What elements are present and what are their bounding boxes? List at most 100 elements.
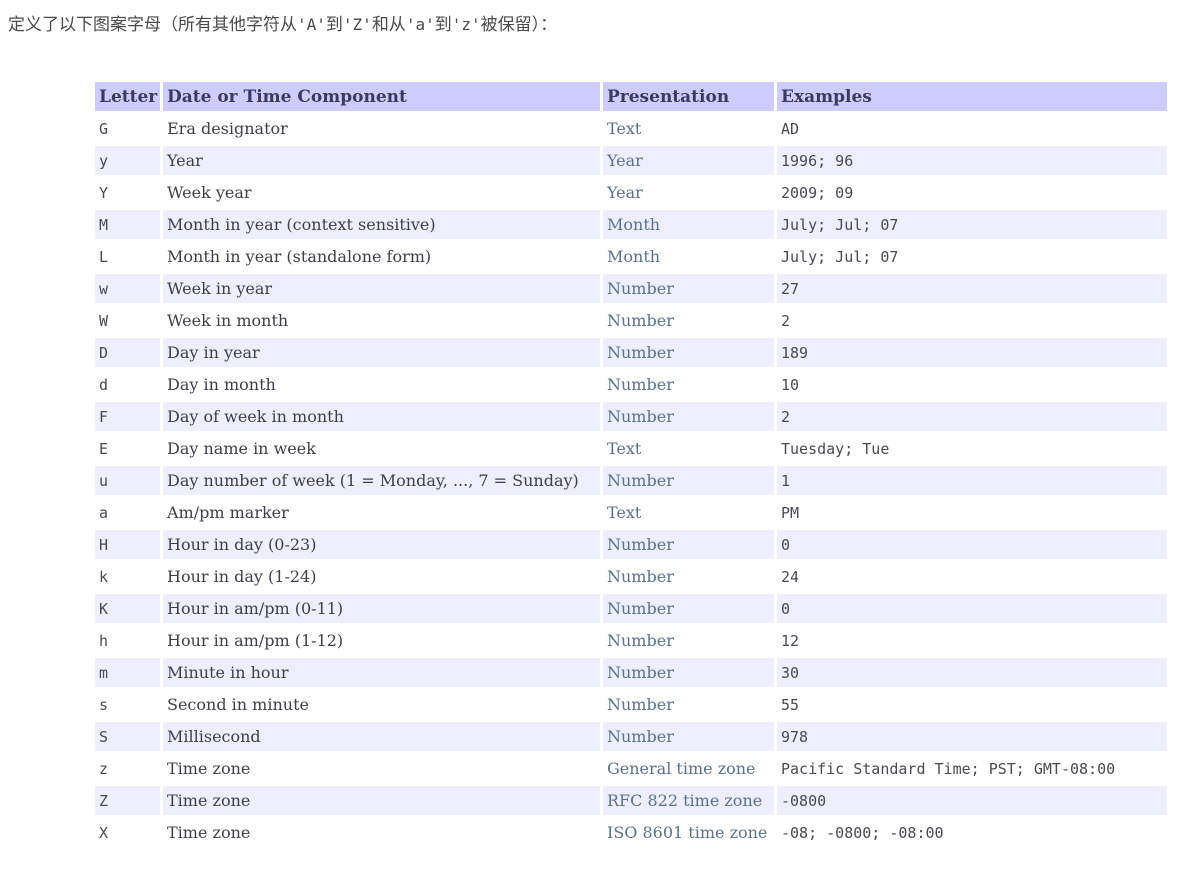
letter-cell: E (99, 439, 109, 458)
table-row: E Day name in week Text Tuesday; Tue (95, 434, 1167, 463)
component-cell: Day in month (167, 375, 276, 394)
examples-cell: Tuesday; Tue (781, 439, 890, 458)
examples-cell: 2 (781, 311, 791, 330)
table-row: y Year Year 1996; 96 (95, 146, 1167, 175)
component-cell: Week in year (163, 274, 600, 303)
component-cell: Era designator (167, 119, 288, 138)
table-row: G Era designator Text AD (95, 114, 1167, 143)
presentation-link[interactable]: Number (607, 567, 674, 586)
presentation-link[interactable]: Number (603, 658, 774, 687)
letter-cell: u (95, 466, 160, 495)
component-cell: Time zone (163, 786, 600, 815)
letter-cell: h (99, 631, 109, 650)
examples-cell: 12 (781, 631, 800, 650)
component-cell: Minute in hour (163, 658, 600, 687)
table-row: m Minute in hour Number 30 (95, 658, 1167, 687)
component-cell: Day of week in month (163, 402, 600, 431)
presentation-link[interactable]: Number (607, 695, 674, 714)
presentation-link[interactable]: Number (603, 594, 774, 623)
presentation-link[interactable]: Number (603, 402, 774, 431)
presentation-link[interactable]: Text (607, 119, 642, 138)
presentation-link[interactable]: Year (603, 146, 774, 175)
letter-cell: L (99, 247, 109, 266)
table-row: F Day of week in month Number 2 (95, 402, 1167, 431)
examples-cell: 978 (777, 722, 1167, 751)
presentation-link[interactable]: Number (607, 311, 674, 330)
table-row: Z Time zone RFC 822 time zone -0800 (95, 786, 1167, 815)
component-cell: Millisecond (163, 722, 600, 751)
header-date-or-time-component: Date or Time Component (163, 82, 600, 111)
component-cell: Hour in day (1-24) (167, 567, 317, 586)
examples-cell: PM (781, 503, 800, 522)
letter-cell: M (95, 210, 160, 239)
component-cell: Am/pm marker (167, 503, 289, 522)
presentation-link[interactable]: Number (603, 466, 774, 495)
presentation-link[interactable]: Number (607, 375, 674, 394)
component-cell: Day number of week (1 = Monday, ..., 7 =… (163, 466, 600, 495)
presentation-link[interactable]: General time zone (607, 759, 756, 778)
examples-cell: 30 (777, 658, 1167, 687)
presentation-link[interactable]: Number (603, 274, 774, 303)
presentation-link[interactable]: Text (607, 503, 642, 522)
examples-cell: Pacific Standard Time; PST; GMT-08:00 (781, 759, 1116, 778)
presentation-link[interactable]: RFC 822 time zone (603, 786, 774, 815)
intro-code-literal: 'a' (405, 15, 435, 34)
examples-cell: 0 (777, 530, 1167, 559)
examples-cell: 0 (777, 594, 1167, 623)
examples-cell: 27 (777, 274, 1167, 303)
presentation-link[interactable]: Month (603, 210, 774, 239)
intro-code-literal: 'A' (297, 15, 326, 34)
component-cell: Year (163, 146, 600, 175)
component-cell: Day in year (163, 338, 600, 367)
examples-cell: 2009; 09 (781, 183, 854, 202)
component-cell: Week year (167, 183, 252, 202)
presentation-link[interactable]: Number (603, 530, 774, 559)
component-cell: Time zone (167, 823, 251, 842)
intro-plain-text: 定义了以下图案字母（所有其他字符从 (8, 15, 297, 35)
header-presentation: Presentation (603, 82, 774, 111)
table-row: w Week in year Number 27 (95, 274, 1167, 303)
letter-cell: Z (95, 786, 160, 815)
component-cell: Month in year (standalone form) (167, 247, 432, 266)
letter-cell: d (99, 375, 109, 394)
intro-code-literal: 'Z' (342, 15, 372, 34)
letter-cell: z (99, 759, 109, 778)
examples-cell: 24 (781, 567, 800, 586)
presentation-link[interactable]: Number (603, 722, 774, 751)
examples-cell: 10 (781, 375, 800, 394)
examples-cell: July; Jul; 07 (777, 210, 1167, 239)
table-row: S Millisecond Number 978 (95, 722, 1167, 751)
table-row: s Second in minute Number 55 (95, 690, 1167, 719)
component-cell: Hour in am/pm (0-11) (163, 594, 600, 623)
letter-cell: y (95, 146, 160, 175)
presentation-link[interactable]: ISO 8601 time zone (607, 823, 768, 842)
table-row: M Month in year (context sensitive) Month J… (95, 210, 1167, 239)
letter-cell: K (95, 594, 160, 623)
header-letter: Letter (95, 82, 160, 111)
letter-cell: H (95, 530, 160, 559)
component-cell: Day name in week (167, 439, 316, 458)
table-header-row: Letter Date or Time Component Presentati… (95, 82, 1167, 111)
examples-cell: 1996; 96 (777, 146, 1167, 175)
table-row: X Time zone ISO 8601 time zone -08; -0800; … (95, 818, 1167, 847)
presentation-link[interactable]: Number (607, 631, 674, 650)
examples-cell: 1 (777, 466, 1167, 495)
table-body: G Era designator Text AD y Year Year 1996; 96 Y W… (95, 114, 1167, 847)
letter-cell: S (95, 722, 160, 751)
component-cell: Second in minute (167, 695, 309, 714)
table-row: W Week in month Number 2 (95, 306, 1167, 335)
presentation-link[interactable]: Month (607, 247, 661, 266)
examples-cell: -08; -0800; -08:00 (781, 823, 944, 842)
presentation-link[interactable]: Text (607, 439, 642, 458)
examples-cell: -0800 (777, 786, 1167, 815)
letter-cell: D (95, 338, 160, 367)
examples-cell: 2 (777, 402, 1167, 431)
presentation-link[interactable]: Number (603, 338, 774, 367)
examples-cell: 189 (777, 338, 1167, 367)
component-cell: Week in month (167, 311, 289, 330)
component-cell: Month in year (context sensitive) (163, 210, 600, 239)
table-row: d Day in month Number 10 (95, 370, 1167, 399)
presentation-link[interactable]: Year (607, 183, 643, 202)
table-row: D Day in year Number 189 (95, 338, 1167, 367)
table-row: Y Week year Year 2009; 09 (95, 178, 1167, 207)
